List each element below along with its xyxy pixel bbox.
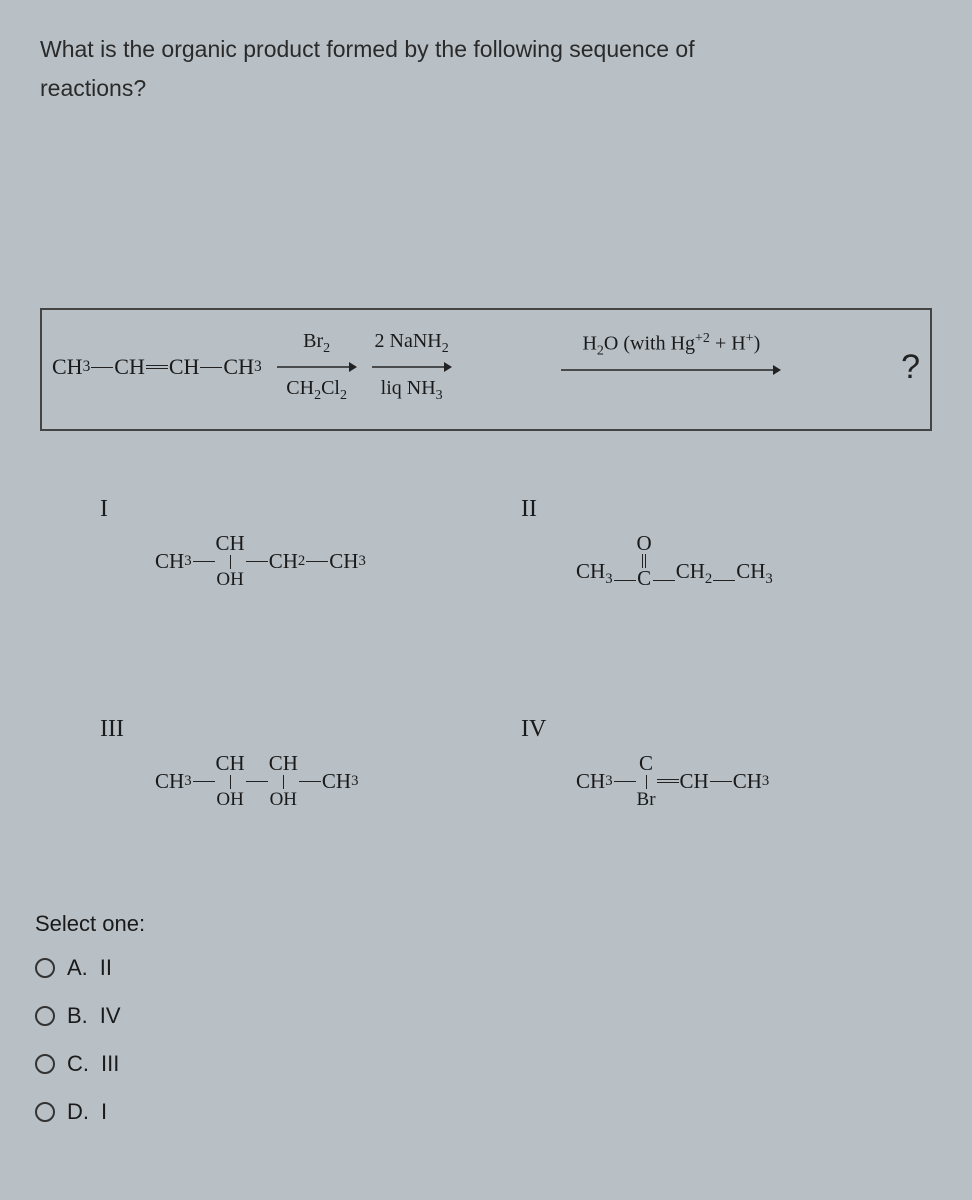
option-letter: B. xyxy=(67,1003,88,1029)
arrow-icon xyxy=(277,359,357,375)
radio-icon xyxy=(35,1006,55,1026)
step2-reagent-bot: liq NH3 xyxy=(381,377,443,404)
step1-reagent-bot: CH2Cl2 xyxy=(286,377,347,404)
structure-choice-I: I CH3CHOHCH2CH3 xyxy=(100,491,491,631)
question-line-1: What is the organic product formed by th… xyxy=(40,36,695,62)
structure-II: CH3 OC CH2CH3 xyxy=(576,491,773,631)
structure-IV: CH3 CBr CHCH3 xyxy=(576,711,769,851)
option-letter: A. xyxy=(67,955,88,981)
roman-III: III xyxy=(100,711,130,743)
structure-I: CH3CHOHCH2CH3 xyxy=(155,491,366,631)
arrow-icon xyxy=(561,362,781,378)
option-text: IV xyxy=(100,1003,121,1029)
radio-icon xyxy=(35,1102,55,1122)
option-text: II xyxy=(100,955,112,981)
option-C[interactable]: C. III xyxy=(35,1051,932,1077)
option-letter: C. xyxy=(67,1051,89,1077)
structure-choice-IV: IV CH3 CBr CHCH3 xyxy=(521,711,912,851)
reaction-step-1: Br2 CH2Cl2 xyxy=(277,330,357,404)
roman-II: II xyxy=(521,491,551,523)
select-one-label: Select one: xyxy=(35,911,932,937)
step3-reagent-top: H2O (with Hg+2 + H+) xyxy=(582,331,760,360)
option-D[interactable]: D. I xyxy=(35,1099,932,1125)
radio-icon xyxy=(35,1054,55,1074)
option-A[interactable]: A. II xyxy=(35,955,932,981)
step2-reagent-top: 2 NaNH2 xyxy=(375,330,449,357)
starting-material: CH3CHCHCH3 xyxy=(52,354,262,380)
question-text: What is the organic product formed by th… xyxy=(40,30,932,108)
step3-reagent-bot xyxy=(669,380,674,403)
product-question-mark: ? xyxy=(891,348,920,387)
structure-III: CH3 CHOH CHOH CH3 xyxy=(155,711,358,851)
roman-IV: IV xyxy=(521,711,551,743)
option-text: I xyxy=(101,1099,107,1125)
radio-icon xyxy=(35,958,55,978)
reaction-step-2: 2 NaNH2 liq NH3 xyxy=(372,330,452,404)
answer-options: A. II B. IV C. III D. I xyxy=(35,955,932,1125)
option-text: III xyxy=(101,1051,119,1077)
roman-I: I xyxy=(100,491,130,523)
structure-choice-II: II CH3 OC CH2CH3 xyxy=(521,491,912,631)
structure-choice-III: III CH3 CHOH CHOH CH3 xyxy=(100,711,491,851)
question-line-2: reactions? xyxy=(40,75,146,101)
reaction-step-3: H2O (with Hg+2 + H+) xyxy=(467,331,876,403)
reaction-scheme-box: CH3CHCHCH3 Br2 CH2Cl2 2 NaNH2 liq NH3 H2… xyxy=(40,308,932,431)
option-letter: D. xyxy=(67,1099,89,1125)
step1-reagent-top: Br2 xyxy=(303,330,330,357)
answer-structures-grid: I CH3CHOHCH2CH3 II CH3 OC CH2CH3 III CH3… xyxy=(100,491,912,851)
arrow-icon xyxy=(372,359,452,375)
option-B[interactable]: B. IV xyxy=(35,1003,932,1029)
